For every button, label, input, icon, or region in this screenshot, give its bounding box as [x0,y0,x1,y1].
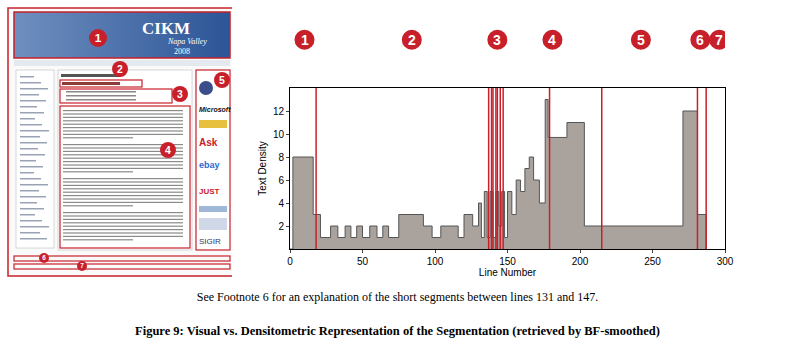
svg-text:Ask: Ask [199,137,218,148]
svg-text:7: 7 [715,32,723,48]
svg-text:6: 6 [696,32,704,48]
svg-text:Text Density: Text Density [257,141,268,195]
svg-text:1: 1 [301,32,309,48]
svg-text:5: 5 [637,32,645,48]
svg-text:8: 8 [278,152,284,163]
svg-text:2008: 2008 [174,47,190,56]
svg-text:6: 6 [42,254,46,261]
svg-text:2: 2 [408,32,416,48]
svg-text:100: 100 [427,256,444,267]
svg-text:3: 3 [177,89,183,100]
svg-text:4: 4 [278,198,284,209]
svg-text:4: 4 [548,32,556,48]
svg-text:0: 0 [287,256,293,267]
svg-text:50: 50 [357,256,369,267]
html-text:Figure 9: Visual vs. Densitome: Figure 9: Visual vs. Densitometric Repre… [135,324,660,338]
svg-text:250: 250 [644,256,661,267]
svg-text:Microsoft: Microsoft [199,106,231,113]
svg-text:200: 200 [572,256,589,267]
svg-text:300: 300 [717,256,734,267]
html-text:See Footnote 6 for an explanat: See Footnote 6 for an explanation of the… [196,290,599,304]
svg-text:SIGIR: SIGIR [199,237,221,246]
svg-text:JUST: JUST [199,187,220,196]
svg-text:CIKM: CIKM [142,19,190,38]
svg-text:Line Number: Line Number [479,267,537,278]
svg-text:12: 12 [273,106,285,117]
svg-text:2: 2 [117,64,123,75]
svg-text:10: 10 [273,129,285,140]
svg-text:6: 6 [278,175,284,186]
svg-text:Napa Valley: Napa Valley [167,37,207,46]
svg-text:2: 2 [278,221,284,232]
svg-text:1: 1 [95,31,102,44]
svg-text:ebay: ebay [199,160,220,170]
svg-text:5: 5 [219,75,225,86]
svg-text:150: 150 [499,256,516,267]
svg-text:4: 4 [165,145,171,156]
svg-text:7: 7 [80,262,84,269]
svg-text:3: 3 [493,32,501,48]
